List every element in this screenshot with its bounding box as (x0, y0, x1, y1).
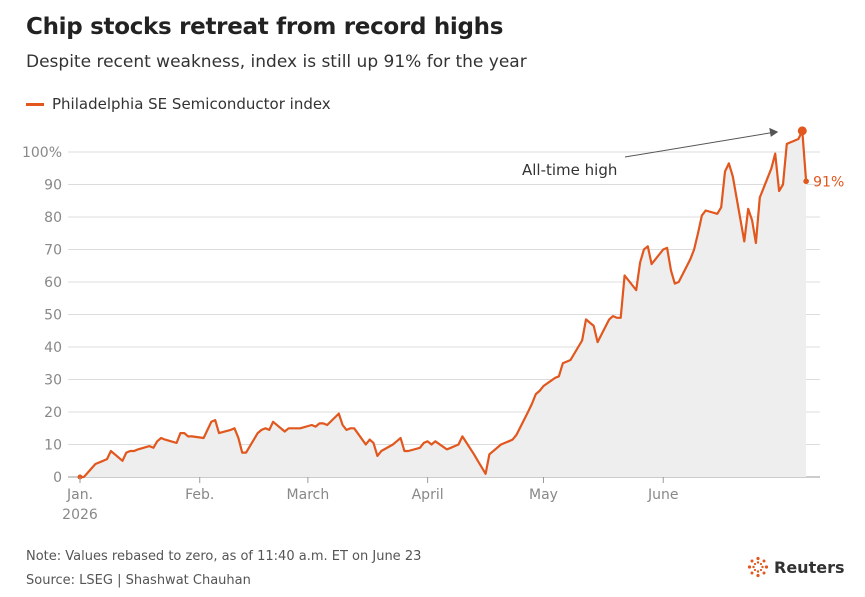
y-tick-label: 100% (22, 145, 62, 161)
end-value-label: 91% (813, 174, 844, 190)
annotation-label: All-time high (522, 161, 617, 179)
y-tick-label: 50 (44, 308, 62, 324)
axis-group: 0 10 20 30 40 50 60 70 80 90 100% Jan. 2026 Feb. March… (22, 145, 679, 523)
y-tick-label: 90 (44, 178, 62, 194)
x-tick-label: Feb. (185, 487, 214, 503)
peak-point (797, 126, 807, 136)
footnote: Note: Values rebased to zero, as of 11:4… (26, 549, 422, 564)
area-fill (80, 130, 807, 477)
y-tick-label: 40 (44, 340, 62, 356)
y-tick-label: 80 (44, 210, 62, 226)
annotation-group: All-time high 91% (522, 126, 844, 190)
end-point (803, 178, 809, 185)
y-tick-label: 70 (44, 243, 62, 259)
y-tick-label: 10 (44, 438, 62, 454)
annotation-arrow-line (624, 131, 777, 158)
x-tick-label: Jan. (66, 487, 93, 503)
area-fill-group (80, 130, 807, 477)
brand-logo: Reuters (747, 556, 844, 578)
annotation-arrowhead (769, 127, 779, 137)
reuters-logo-icon (747, 556, 769, 578)
x-tick-sublabel: 2026 (62, 507, 98, 523)
series-line (80, 129, 808, 479)
y-tick-label: 30 (44, 373, 62, 389)
x-tick-label: May (529, 487, 558, 503)
legend-label: Philadelphia SE Semiconductor index (52, 95, 331, 113)
y-tick-label: 0 (53, 470, 62, 486)
y-tick-label: 20 (44, 405, 62, 421)
x-tick-label: April (412, 487, 444, 503)
legend-swatch (26, 102, 44, 106)
chart-title: Chip stocks retreat from record highs (26, 14, 504, 40)
legend: Philadelphia SE Semiconductor index (26, 95, 331, 113)
y-tick-label: 60 (44, 275, 62, 291)
x-tick-label: March (287, 487, 330, 503)
brand-name: Reuters (774, 557, 845, 577)
x-tick-label: June (647, 487, 679, 503)
source-line: Source: LSEG | Shashwat Chauhan (26, 573, 251, 588)
chart-subtitle: Despite recent weakness, index is still … (26, 52, 527, 72)
